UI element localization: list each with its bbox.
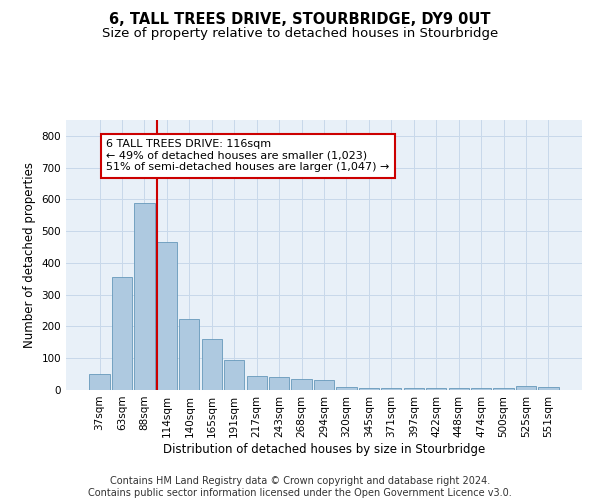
Bar [314,380,334,390]
Bar [292,379,311,390]
Bar [404,388,424,390]
Bar [337,388,356,390]
Bar [224,360,244,390]
Bar [89,374,110,390]
X-axis label: Distribution of detached houses by size in Stourbridge: Distribution of detached houses by size … [163,442,485,456]
Bar [449,388,469,390]
Bar [112,277,132,390]
Bar [247,376,267,390]
Bar [493,388,514,390]
Bar [269,378,289,390]
Y-axis label: Number of detached properties: Number of detached properties [23,162,36,348]
Bar [359,388,379,390]
Text: 6 TALL TREES DRIVE: 116sqm
← 49% of detached houses are smaller (1,023)
51% of s: 6 TALL TREES DRIVE: 116sqm ← 49% of deta… [106,139,389,172]
Text: 6, TALL TREES DRIVE, STOURBRIDGE, DY9 0UT: 6, TALL TREES DRIVE, STOURBRIDGE, DY9 0U… [109,12,491,28]
Bar [538,388,559,390]
Text: Size of property relative to detached houses in Stourbridge: Size of property relative to detached ho… [102,28,498,40]
Bar [381,388,401,390]
Bar [134,202,155,390]
Bar [202,339,222,390]
Bar [426,388,446,390]
Bar [179,318,199,390]
Bar [471,388,491,390]
Bar [516,386,536,390]
Text: Contains HM Land Registry data © Crown copyright and database right 2024.
Contai: Contains HM Land Registry data © Crown c… [88,476,512,498]
Bar [157,242,177,390]
